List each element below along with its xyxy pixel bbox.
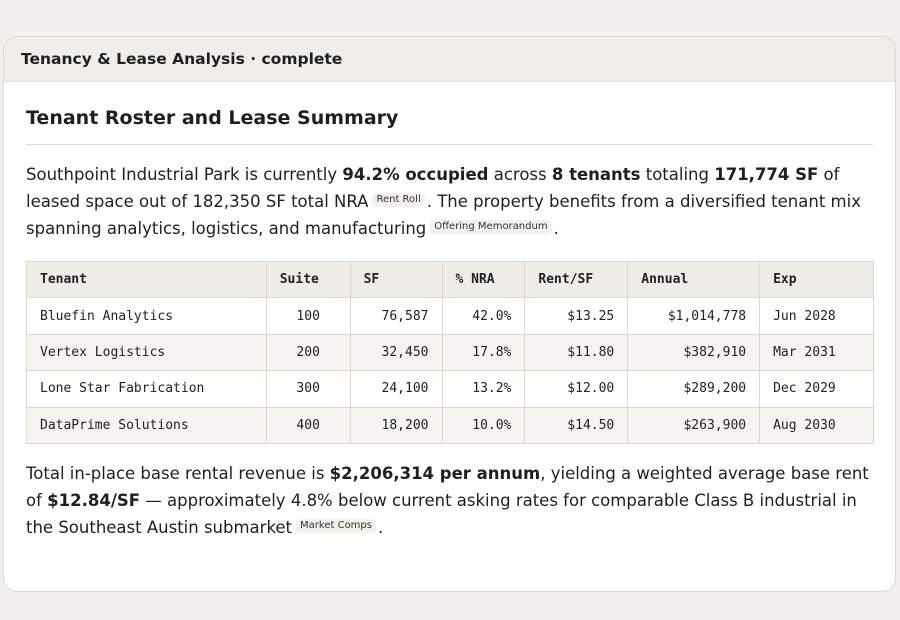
weighted-rent-value: $12.84/SF (47, 491, 141, 510)
column-header-tenant: Tenant (26, 260, 267, 299)
cell-annual: $382,910 (627, 333, 761, 372)
cell-annual: $289,200 (627, 370, 761, 408)
tenant-count-value: 8 tenants (551, 165, 641, 184)
cell-annual: $1,014,778 (627, 297, 761, 335)
section-title: Tenant Roster and Lease Summary (26, 107, 399, 129)
cell-pct-nra: 10.0% (441, 406, 526, 444)
summary-paragraph: Total in-place base rental revenue is $2… (26, 460, 878, 541)
cell-annual: $263,900 (627, 406, 761, 444)
annual-revenue-value: $2,206,314 per annum (329, 464, 541, 483)
card-header: Tenancy & Lease Analysis · complete (4, 37, 895, 82)
cell-exp: Jun 2028 (759, 297, 874, 335)
cell-suite: 300 (265, 370, 351, 408)
cell-exp: Mar 2031 (759, 333, 874, 372)
analysis-card: Tenancy & Lease Analysis · complete Tena… (3, 36, 896, 592)
cell-sf: 76,587 (349, 297, 443, 335)
intro-text: across (488, 165, 552, 184)
column-header-rent-sf: Rent/SF (524, 260, 629, 299)
intro-text: . (553, 219, 559, 238)
cell-rent-sf: $11.80 (524, 333, 629, 372)
table-row: Lone Star Fabrication 300 24,100 13.2% $… (26, 370, 874, 408)
cell-tenant: DataPrime Solutions (26, 406, 267, 444)
column-header-suite: Suite (265, 260, 351, 299)
column-header-exp: Exp (759, 260, 874, 299)
cell-rent-sf: $13.25 (524, 297, 629, 335)
table-row: DataPrime Solutions 400 18,200 10.0% $14… (26, 406, 874, 444)
cell-sf: 32,450 (349, 333, 443, 372)
intro-text: totaling (640, 165, 715, 184)
table-row: Bluefin Analytics 100 76,587 42.0% $13.2… (26, 297, 874, 335)
citation-offering-memorandum[interactable]: Offering Memorandum (430, 220, 552, 234)
cell-sf: 18,200 (349, 406, 443, 444)
column-header-annual: Annual (627, 260, 761, 299)
title-divider (26, 144, 873, 145)
cell-suite: 200 (265, 333, 351, 372)
cell-exp: Dec 2029 (759, 370, 874, 408)
table-row: Vertex Logistics 200 32,450 17.8% $11.80… (26, 333, 874, 372)
cell-pct-nra: 17.8% (441, 333, 526, 372)
intro-text: . The property benefits from a diversifi… (26, 192, 861, 238)
tenant-table: Tenant Suite SF % NRA Rent/SF Annual Exp… (26, 260, 874, 444)
occupancy-value: 94.2% occupied (342, 165, 489, 184)
summary-text: . (377, 518, 384, 537)
cell-tenant: Vertex Logistics (26, 333, 267, 372)
column-header-sf: SF (349, 260, 443, 299)
cell-tenant: Bluefin Analytics (26, 297, 267, 335)
summary-text: — approximately 4.8% below current askin… (26, 491, 857, 537)
intro-text: Southpoint Industrial Park is currently (26, 165, 343, 184)
cell-sf: 24,100 (349, 370, 443, 408)
cell-pct-nra: 13.2% (441, 370, 526, 408)
cell-suite: 400 (265, 406, 351, 444)
citation-rent-roll[interactable]: Rent Roll (372, 193, 425, 207)
cell-tenant: Lone Star Fabrication (26, 370, 267, 408)
intro-text: of leased space out of 182,350 SF total … (26, 165, 840, 211)
cell-rent-sf: $14.50 (524, 406, 629, 444)
citation-market-comps[interactable]: Market Comps (296, 519, 376, 533)
cell-exp: Aug 2030 (759, 406, 874, 444)
leased-sf-value: 171,774 SF (714, 165, 819, 184)
cell-suite: 100 (265, 297, 351, 335)
cell-pct-nra: 42.0% (441, 297, 526, 335)
card-header-title: Tenancy & Lease Analysis · complete (21, 50, 343, 68)
summary-text: , yielding a weighted average base rent … (26, 464, 869, 510)
table-header-row: Tenant Suite SF % NRA Rent/SF Annual Exp (26, 260, 874, 299)
column-header-pct-nra: % NRA (441, 260, 526, 299)
summary-text: Total in-place base rental revenue is (26, 464, 330, 483)
intro-paragraph: Southpoint Industrial Park is currently … (26, 161, 878, 242)
cell-rent-sf: $12.00 (524, 370, 629, 408)
